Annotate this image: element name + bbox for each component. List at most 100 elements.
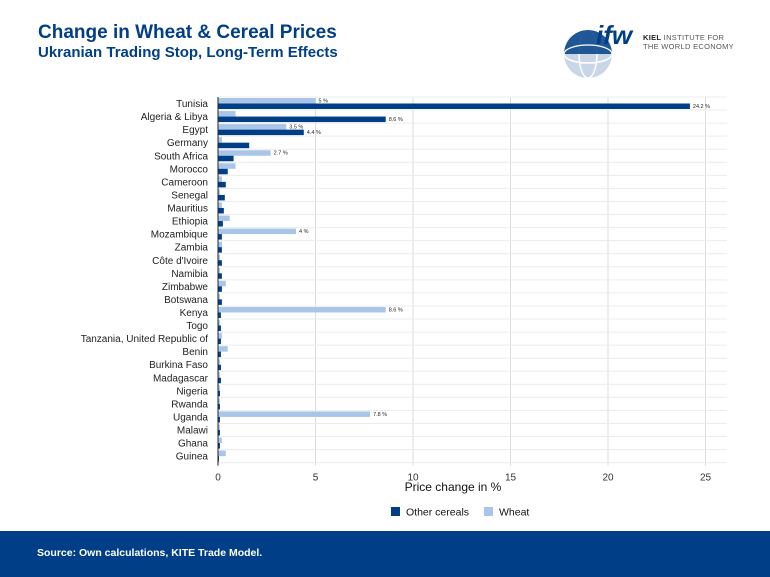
other-cereals-bar (218, 103, 690, 109)
legend-swatch-other-cereals (391, 507, 400, 516)
category-label: Tanzania, United Republic of (81, 334, 209, 345)
x-tick-label: 0 (215, 473, 221, 484)
wheat-bar (218, 124, 287, 130)
x-tick-label: 20 (602, 473, 614, 484)
wheat-bar (218, 411, 371, 417)
wheat-bar (218, 306, 386, 313)
category-label: Egypt (182, 125, 208, 136)
category-label: Côte d'Ivoire (152, 256, 208, 267)
other-cereals-bar (218, 221, 223, 227)
other-cereals-data-label: 8.6 % (389, 117, 403, 123)
wheat-data-label: 8.6 % (389, 307, 403, 313)
other-cereals-bar (218, 338, 221, 345)
x-tick-label: 10 (407, 473, 419, 484)
wheat-bar (218, 267, 220, 274)
wheat-bar (218, 111, 236, 117)
x-tick-label: 25 (700, 473, 712, 484)
other-cereals-bar (218, 273, 222, 279)
category-label: Guinea (176, 452, 209, 463)
wheat-bar (218, 346, 228, 352)
wheat-bar (218, 150, 271, 156)
wheat-bar (218, 241, 222, 248)
other-cereals-bar (218, 260, 222, 266)
other-cereals-bar (218, 364, 221, 371)
category-label: Mozambique (151, 230, 209, 241)
footer-bar: Source: Own calculations, KITE Trade Mod… (0, 531, 770, 577)
wheat-bar (218, 176, 222, 182)
category-label: Namibia (171, 269, 208, 280)
other-cereals-bar (218, 312, 221, 318)
globe-icon: ifw (563, 20, 634, 79)
category-label: Madagascar (153, 373, 209, 384)
category-label: Benin (182, 347, 208, 358)
legend-label-wheat: Wheat (499, 507, 529, 519)
chart-subtitle: Ukranian Trading Stop, Long-Term Effects (38, 44, 338, 61)
other-cereals-bar (218, 416, 220, 423)
other-cereals-bar (218, 181, 226, 188)
other-cereals-bar (218, 234, 222, 240)
chart-title: Change in Wheat & Cereal Prices (38, 22, 337, 43)
wheat-bar (218, 450, 226, 457)
wheat-data-label: 7.8 % (373, 412, 387, 418)
other-cereals-data-label: 4.4 % (307, 130, 321, 136)
wheat-bar (218, 280, 226, 287)
category-label: Rwanda (171, 399, 208, 410)
x-tick-label: 15 (505, 473, 517, 484)
wheat-bar (218, 202, 222, 208)
wheat-bar (218, 228, 296, 235)
category-label: Kenya (180, 308, 209, 319)
wheat-bar (218, 372, 220, 378)
ifw-logo: ifw KIEL INSTITUTE FOR THE WORLD ECONOMY (558, 14, 758, 84)
wheat-bar (218, 254, 220, 261)
logo-name-line2: THE WORLD ECONOMY (643, 42, 734, 51)
wheat-bar (218, 385, 220, 391)
wheat-bar (218, 424, 220, 430)
wheat-data-label: 3.5 % (289, 125, 303, 131)
category-label: Uganda (173, 412, 208, 423)
other-cereals-bar (218, 390, 220, 397)
wheat-bar (218, 398, 220, 404)
other-cereals-bar (218, 116, 386, 123)
other-cereals-bar (218, 443, 220, 449)
x-axis-label: Price change in % (405, 480, 502, 494)
wheat-bar (218, 163, 236, 169)
other-cereals-bar (218, 155, 234, 162)
legend-label-other-cereals: Other cereals (406, 507, 469, 519)
wheat-bar (218, 98, 316, 104)
other-cereals-bar (218, 325, 221, 332)
other-cereals-bar (218, 377, 221, 384)
category-label: Germany (167, 138, 208, 149)
category-label: Ethiopia (172, 217, 209, 228)
category-label: Ghana (178, 439, 208, 450)
wheat-bar (218, 137, 222, 143)
wheat-bar (218, 293, 220, 300)
other-cereals-bar (218, 129, 304, 136)
category-label: Zimbabwe (162, 282, 209, 293)
category-label: Cameroon (161, 177, 208, 188)
other-cereals-bar (218, 351, 221, 358)
other-cereals-bar (218, 247, 222, 253)
bar-chart: 0 5 10 15 20 25 Tunisia 5 % 24.2 % Algeria & Liby… (81, 96, 727, 519)
other-cereals-bar (218, 299, 222, 305)
logo-name-line1: KIEL INSTITUTE FOR (643, 33, 725, 42)
wheat-data-label: 4 % (299, 229, 309, 235)
other-cereals-bar (218, 430, 220, 436)
wheat-bar (218, 359, 220, 365)
category-label: Tunisia (176, 99, 208, 110)
other-cereals-bar (218, 286, 222, 292)
other-cereals-bar (218, 168, 228, 175)
wheat-data-label: 2.7 % (274, 151, 288, 157)
wheat-bar (218, 333, 222, 339)
category-label: Senegal (171, 190, 208, 201)
category-label: Togo (186, 321, 208, 332)
source-note: Source: Own calculations, KITE Trade Mod… (37, 547, 263, 559)
wheat-bar (218, 189, 220, 195)
other-cereals-bar (218, 142, 250, 149)
category-label: South Africa (154, 151, 208, 162)
category-label: Malawi (177, 426, 208, 437)
x-tick-label: 5 (313, 473, 319, 484)
category-label: Nigeria (176, 386, 208, 397)
category-label: Burkina Faso (149, 360, 208, 371)
category-label: Morocco (170, 164, 209, 175)
category-label: Mauritius (167, 204, 208, 215)
